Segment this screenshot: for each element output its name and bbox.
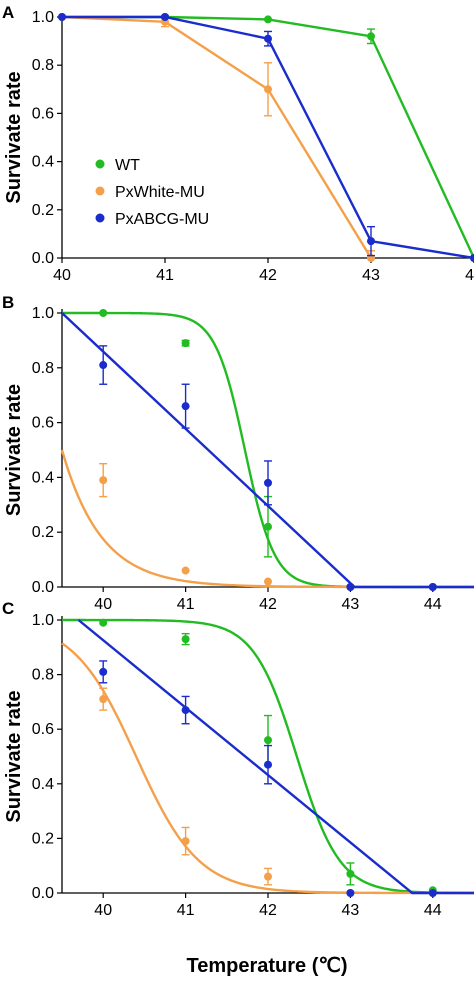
panel-C: C 0.0 0.2 0.4 0.6 0.8 1.0 40 41 42 43 44 Survivate r…: [2, 599, 474, 919]
data-point-PxABCG-MU: [367, 237, 375, 246]
data-point-WT: [99, 618, 108, 627]
y-tick-label: 0.6: [32, 721, 54, 738]
x-tick-label: 40: [94, 902, 112, 919]
data-point-PxABCG-MU: [264, 478, 272, 487]
data-point-WT: [99, 309, 108, 317]
y-axis-title: Survivate rate: [3, 384, 25, 516]
data-point-PxABCG-MU: [99, 667, 108, 676]
legend-marker-WT: [95, 159, 105, 169]
y-tick-label: 0.4: [32, 776, 54, 793]
y-tick-label: 0.0: [32, 579, 54, 596]
series-WT: [62, 309, 474, 591]
y-tick-label: 1.0: [32, 612, 54, 629]
x-tick-label: 40: [94, 596, 112, 613]
series-PxABCG-MU: [77, 619, 474, 897]
data-point-PxWhite-MU: [181, 837, 190, 846]
x-tick-label: 40: [53, 267, 71, 284]
data-point-PxABCG-MU: [99, 361, 108, 370]
data-point-WT: [181, 339, 190, 348]
y-tick-label: 0.4: [32, 469, 54, 486]
data-point-WT: [346, 869, 355, 878]
data-point-WT: [264, 736, 272, 745]
series-PxWhite-MU: [58, 13, 375, 262]
x-tick-label: 41: [177, 902, 195, 919]
y-tick-label: 0.2: [32, 524, 54, 541]
x-tick-label: 43: [342, 596, 360, 613]
panel-letter-B: B: [2, 293, 14, 312]
y-tick-label: 0.8: [32, 360, 54, 377]
x-axis-title: Temperature (℃): [186, 955, 347, 977]
x-tick-label: 42: [259, 267, 277, 284]
series-line-WT: [61, 618, 474, 895]
data-point-PxABCG-MU: [264, 760, 272, 769]
y-axis-title: Survivate rate: [3, 690, 25, 822]
data-point-PxWhite-MU: [264, 872, 272, 881]
x-tick-label: 43: [362, 267, 380, 284]
panel-letter-A: A: [2, 3, 14, 22]
y-tick-label: 0.8: [32, 57, 54, 74]
data-point-PxWhite-MU: [99, 695, 108, 704]
y-tick-label: 0.6: [32, 105, 54, 122]
panel-A: A 0.0 0.2 0.4 0.6 0.8 1.0 40 41 42 43 44 Survivate r…: [2, 3, 474, 284]
data-point-WT: [367, 32, 375, 41]
x-tick-label: 42: [259, 902, 277, 919]
y-tick-label: 0.2: [32, 830, 54, 847]
x-tick-label: 41: [156, 267, 174, 284]
data-point-WT: [264, 522, 272, 531]
legend-entry-WT: WT: [115, 157, 140, 174]
y-tick-label: 0.8: [32, 667, 54, 684]
panel-letter-C: C: [2, 599, 14, 618]
series-line-PxWhite-MU: [61, 15, 373, 259]
panel-B: B 0.0 0.2 0.4 0.6 0.8 1.0 40 41 42 43 44 Survivate r…: [2, 293, 474, 613]
y-tick-label: 1.0: [32, 305, 54, 322]
data-point-PxABCG-MU: [470, 254, 474, 262]
legend-marker-PxABCG-MU: [95, 213, 105, 223]
data-point-PxABCG-MU: [58, 13, 66, 21]
y-tick-label: 0.2: [32, 202, 54, 219]
x-tick-label: 44: [424, 596, 442, 613]
data-point-PxABCG-MU: [264, 34, 272, 43]
data-point-WT: [264, 15, 272, 24]
data-point-PxABCG-MU: [346, 583, 355, 591]
y-axis-title: Survivate rate: [3, 71, 25, 203]
x-tick-label: 43: [342, 902, 360, 919]
data-point-PxABCG-MU: [346, 889, 355, 897]
data-point-PxWhite-MU: [181, 566, 190, 575]
data-point-PxABCG-MU: [428, 889, 437, 897]
series-line-PxWhite-MU: [61, 642, 474, 895]
y-tick-label: 0.4: [32, 154, 54, 171]
series-PxABCG-MU: [61, 312, 474, 591]
data-point-WT: [181, 635, 190, 644]
y-tick-label: 0.0: [32, 885, 54, 902]
data-point-PxWhite-MU: [264, 85, 272, 94]
panels: A 0.0 0.2 0.4 0.6 0.8 1.0 40 41 42 43 44 Survivate r…: [2, 3, 474, 919]
data-point-PxWhite-MU: [99, 476, 108, 485]
data-point-PxABCG-MU: [181, 402, 190, 411]
series-line-PxABCG-MU: [77, 619, 474, 895]
y-tick-label: 0.6: [32, 415, 54, 432]
x-tick-label: 44: [424, 902, 442, 919]
y-tick-label: 1.0: [32, 9, 54, 26]
legend-entry-PxWhite-MU: PxWhite-MU: [115, 184, 205, 201]
data-point-PxWhite-MU: [264, 577, 272, 586]
legend: WT PxWhite-MU PxABCG-MU: [95, 157, 209, 228]
data-point-PxABCG-MU: [181, 706, 190, 715]
y-tick-label: 0.0: [32, 250, 54, 267]
x-tick-label: 41: [177, 596, 195, 613]
data-point-PxABCG-MU: [161, 13, 169, 21]
data-point-PxABCG-MU: [428, 583, 437, 591]
legend-marker-PxWhite-MU: [95, 186, 105, 196]
x-tick-label: 42: [259, 596, 277, 613]
series-PxABCG-MU: [58, 13, 474, 262]
x-tick-label: 44: [465, 267, 474, 284]
legend-entry-PxABCG-MU: PxABCG-MU: [115, 211, 209, 228]
